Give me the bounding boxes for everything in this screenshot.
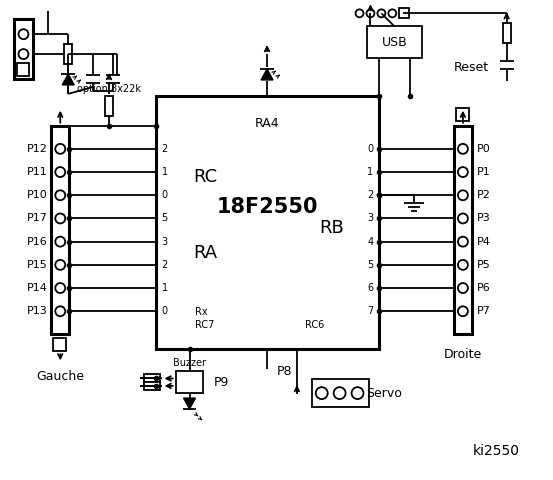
Text: P12: P12 [27,144,48,154]
Text: 1: 1 [161,283,168,293]
Text: Servo: Servo [367,386,403,400]
Text: Buzzer: Buzzer [173,358,206,368]
Bar [17,63,29,76]
Text: 0: 0 [367,144,373,154]
Text: RC6: RC6 [305,320,324,329]
Text: P17: P17 [27,214,48,224]
Text: Droite: Droite [444,348,482,361]
Text: RA: RA [194,244,218,262]
Bar [368,26,422,58]
Text: 5: 5 [161,214,168,224]
Text: 4: 4 [367,237,373,247]
Text: RA4: RA4 [255,117,280,130]
Text: P4: P4 [477,237,491,247]
Text: RC7: RC7 [195,320,215,329]
Bar [454,126,472,335]
Text: ki2550: ki2550 [473,444,520,458]
Text: 2: 2 [161,144,168,154]
Text: P13: P13 [27,306,48,316]
Bar [13,19,33,79]
Text: Gauche: Gauche [36,370,84,383]
Text: P9: P9 [213,376,229,389]
Text: 6: 6 [367,283,373,293]
Text: 7: 7 [367,306,373,316]
Text: P3: P3 [477,214,491,224]
Polygon shape [62,74,74,85]
Text: Rx: Rx [195,307,208,317]
Bar [456,108,469,120]
Bar [312,379,369,407]
Text: P16: P16 [27,237,48,247]
Polygon shape [261,69,273,80]
Bar [144,382,160,390]
Bar [503,23,510,43]
Text: Reset: Reset [453,60,489,73]
Text: P10: P10 [27,190,48,200]
Text: RB: RB [320,219,345,237]
Text: USB: USB [382,36,407,48]
Text: P7: P7 [477,306,491,316]
Bar [176,371,204,393]
Text: P8: P8 [277,365,293,378]
Text: 0: 0 [161,190,168,200]
Text: P2: P2 [477,190,491,200]
Text: 2: 2 [367,190,373,200]
Text: P1: P1 [477,167,491,177]
Bar [399,8,409,18]
Text: option 8x22k: option 8x22k [77,84,141,94]
Text: 18F2550: 18F2550 [217,197,319,217]
Text: P15: P15 [27,260,48,270]
Text: 3: 3 [161,237,168,247]
Polygon shape [184,398,195,409]
Text: 2: 2 [161,260,168,270]
Text: P11: P11 [27,167,48,177]
Text: 5: 5 [367,260,373,270]
Bar [64,44,72,64]
Text: P14: P14 [27,283,48,293]
Text: 0: 0 [161,306,168,316]
Text: 1: 1 [161,167,168,177]
Bar [105,96,113,116]
Text: RC: RC [194,168,218,186]
Bar [156,96,379,349]
Text: 3: 3 [367,214,373,224]
Bar [51,126,69,335]
Text: 1: 1 [367,167,373,177]
Bar [144,374,160,383]
Text: P6: P6 [477,283,491,293]
Bar [53,338,66,351]
Text: P5: P5 [477,260,491,270]
Text: P0: P0 [477,144,491,154]
